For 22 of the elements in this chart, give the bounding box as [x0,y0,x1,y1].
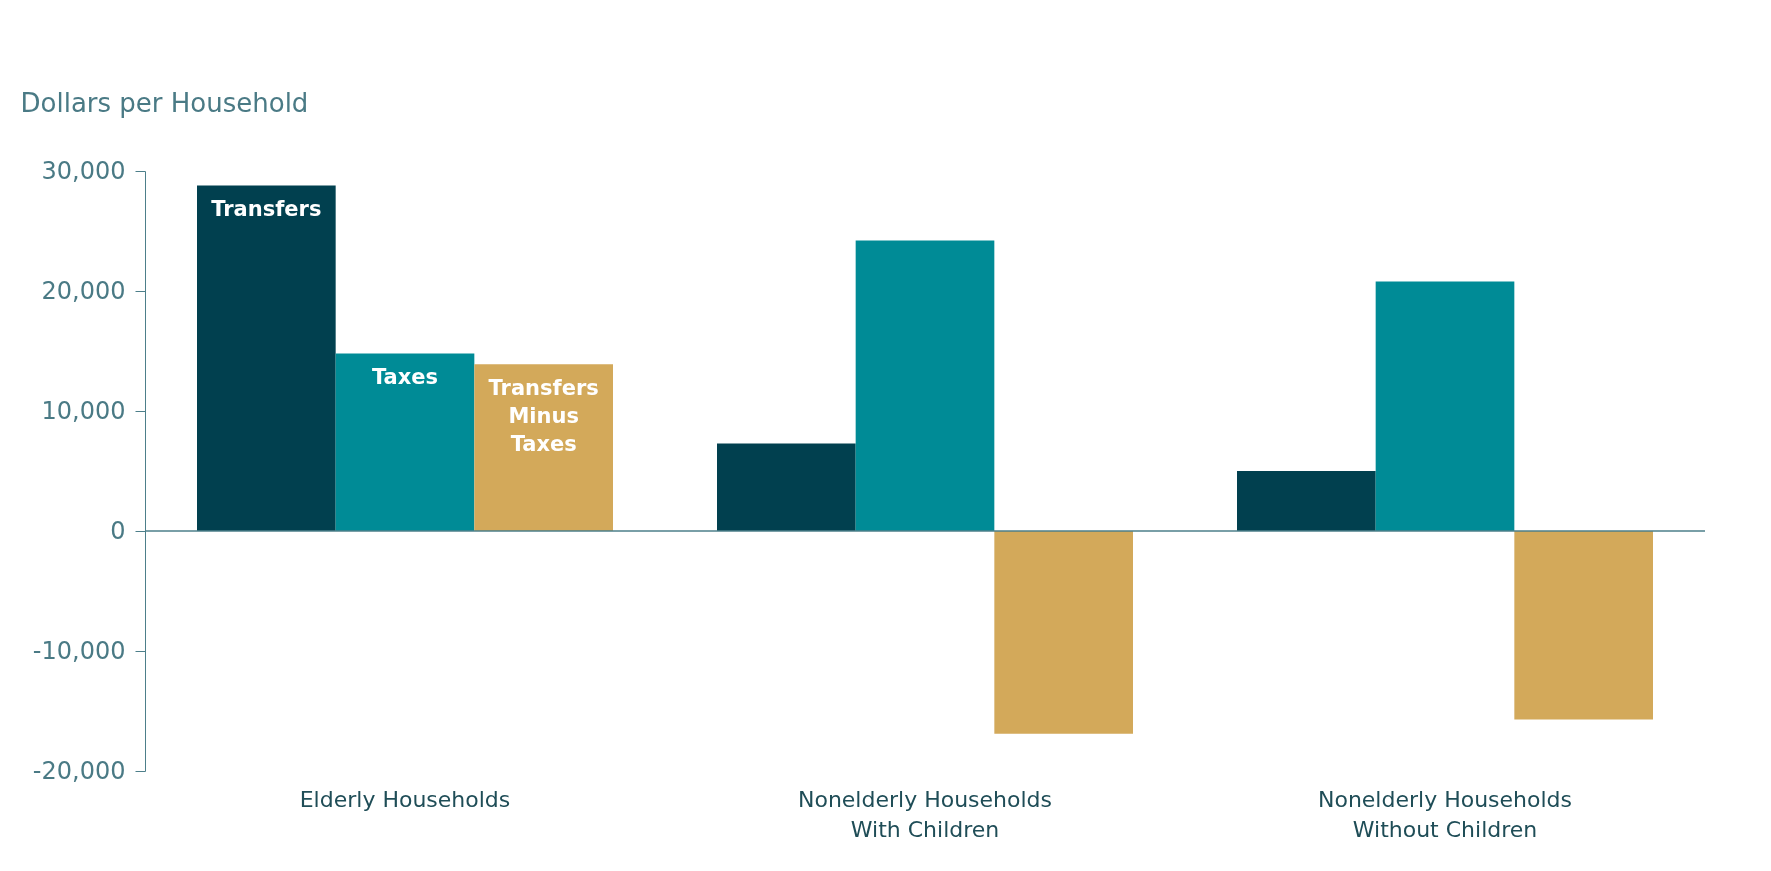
bar [474,364,613,531]
bar [855,240,995,531]
x-tick-label: Nonelderly Households Without Children [1317,786,1573,842]
series-label: Transfers [211,197,322,222]
y-tick-label: 20,000 [41,276,126,305]
y-axis-title: Dollars per Household [20,87,309,118]
bar [1237,471,1376,531]
y-tick-label: 10,000 [41,396,126,425]
y-tick-label: -10,000 [32,636,126,665]
y-tick-label: 0 [110,516,126,545]
series-label: Taxes [371,365,439,390]
bar [994,531,1133,734]
bar [197,185,336,531]
x-tick-label: Elderly Households [299,786,511,812]
x-tick-label: Nonelderly Households With Children [797,786,1053,842]
series-label: Transfers Minus Taxes [488,376,599,457]
y-tick-label: -20,000 [32,756,126,785]
bar [1375,281,1515,531]
bar [1514,531,1653,720]
bar [717,443,856,531]
bar [335,353,475,531]
y-tick-label: 30,000 [41,156,126,185]
